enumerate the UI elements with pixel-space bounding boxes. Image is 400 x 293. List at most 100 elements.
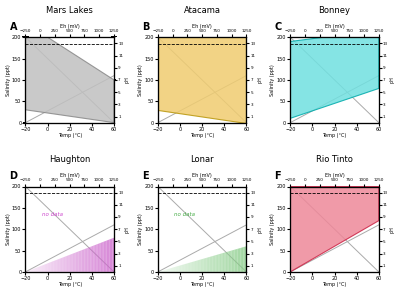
- Polygon shape: [71, 254, 73, 272]
- X-axis label: Temp (°C): Temp (°C): [322, 282, 347, 287]
- Polygon shape: [199, 260, 201, 272]
- Polygon shape: [190, 262, 192, 272]
- Polygon shape: [164, 270, 165, 272]
- Polygon shape: [223, 253, 224, 272]
- Polygon shape: [26, 271, 27, 272]
- Polygon shape: [227, 251, 229, 272]
- Polygon shape: [52, 261, 54, 272]
- Polygon shape: [67, 255, 68, 272]
- Polygon shape: [198, 260, 199, 272]
- Polygon shape: [89, 247, 90, 272]
- Polygon shape: [84, 248, 86, 272]
- Polygon shape: [31, 269, 33, 272]
- Polygon shape: [239, 248, 240, 272]
- Polygon shape: [96, 244, 98, 272]
- X-axis label: Eh (mV): Eh (mV): [192, 173, 212, 178]
- Polygon shape: [290, 37, 379, 118]
- Polygon shape: [105, 241, 106, 272]
- Polygon shape: [30, 270, 31, 272]
- Polygon shape: [33, 268, 34, 272]
- Title: Lonar: Lonar: [190, 155, 214, 164]
- Polygon shape: [55, 260, 56, 272]
- Title: Rio Tinto: Rio Tinto: [316, 155, 353, 164]
- Polygon shape: [45, 264, 46, 272]
- Polygon shape: [195, 261, 196, 272]
- Polygon shape: [95, 245, 96, 272]
- Polygon shape: [226, 252, 227, 272]
- Polygon shape: [187, 263, 189, 272]
- Polygon shape: [186, 263, 187, 272]
- Polygon shape: [82, 250, 83, 272]
- X-axis label: Eh (mV): Eh (mV): [60, 173, 80, 178]
- Polygon shape: [210, 256, 211, 272]
- Polygon shape: [42, 265, 43, 272]
- Polygon shape: [240, 248, 242, 272]
- Y-axis label: Salinity (ppt): Salinity (ppt): [138, 64, 143, 96]
- Polygon shape: [224, 252, 226, 272]
- Polygon shape: [176, 266, 177, 272]
- Polygon shape: [37, 267, 39, 272]
- Polygon shape: [54, 260, 55, 272]
- Polygon shape: [74, 253, 76, 272]
- Text: B: B: [142, 22, 149, 32]
- Y-axis label: pH: pH: [390, 76, 394, 83]
- Polygon shape: [159, 271, 161, 272]
- Polygon shape: [40, 266, 42, 272]
- Polygon shape: [244, 247, 245, 272]
- Polygon shape: [215, 255, 217, 272]
- Polygon shape: [108, 239, 110, 272]
- Polygon shape: [290, 187, 379, 272]
- Polygon shape: [111, 238, 112, 272]
- Polygon shape: [204, 258, 205, 272]
- Polygon shape: [220, 253, 221, 272]
- Polygon shape: [211, 256, 212, 272]
- Polygon shape: [110, 239, 111, 272]
- Polygon shape: [39, 266, 40, 272]
- Polygon shape: [208, 257, 210, 272]
- Polygon shape: [80, 250, 82, 272]
- Polygon shape: [70, 254, 71, 272]
- Polygon shape: [205, 258, 206, 272]
- Polygon shape: [173, 267, 174, 272]
- Polygon shape: [242, 247, 244, 272]
- Polygon shape: [58, 259, 59, 272]
- Polygon shape: [49, 262, 50, 272]
- Y-axis label: pH: pH: [125, 76, 130, 83]
- Polygon shape: [189, 263, 190, 272]
- Text: E: E: [142, 171, 148, 181]
- Polygon shape: [73, 253, 74, 272]
- Polygon shape: [102, 242, 104, 272]
- Polygon shape: [104, 241, 105, 272]
- Polygon shape: [61, 258, 62, 272]
- Polygon shape: [193, 261, 195, 272]
- Polygon shape: [101, 242, 102, 272]
- Polygon shape: [212, 256, 214, 272]
- Polygon shape: [26, 37, 114, 122]
- Y-axis label: pH: pH: [257, 226, 262, 233]
- Y-axis label: pH: pH: [125, 226, 130, 233]
- Polygon shape: [218, 254, 220, 272]
- Polygon shape: [196, 260, 198, 272]
- Polygon shape: [92, 246, 93, 272]
- Polygon shape: [202, 259, 204, 272]
- Polygon shape: [93, 245, 95, 272]
- Polygon shape: [230, 251, 232, 272]
- Polygon shape: [98, 243, 99, 272]
- Polygon shape: [34, 268, 36, 272]
- Polygon shape: [48, 263, 49, 272]
- Y-axis label: Salinity (ppt): Salinity (ppt): [270, 64, 275, 96]
- Title: Mars Lakes: Mars Lakes: [46, 6, 93, 15]
- Polygon shape: [178, 265, 180, 272]
- Text: D: D: [10, 171, 18, 181]
- Polygon shape: [206, 257, 208, 272]
- Polygon shape: [234, 249, 236, 272]
- Y-axis label: pH: pH: [390, 226, 394, 233]
- Polygon shape: [88, 247, 89, 272]
- Polygon shape: [65, 256, 67, 272]
- Polygon shape: [236, 249, 238, 272]
- X-axis label: Temp (°C): Temp (°C): [190, 133, 214, 138]
- Polygon shape: [77, 251, 78, 272]
- Polygon shape: [232, 250, 233, 272]
- Polygon shape: [174, 267, 176, 272]
- X-axis label: Eh (mV): Eh (mV): [325, 24, 344, 29]
